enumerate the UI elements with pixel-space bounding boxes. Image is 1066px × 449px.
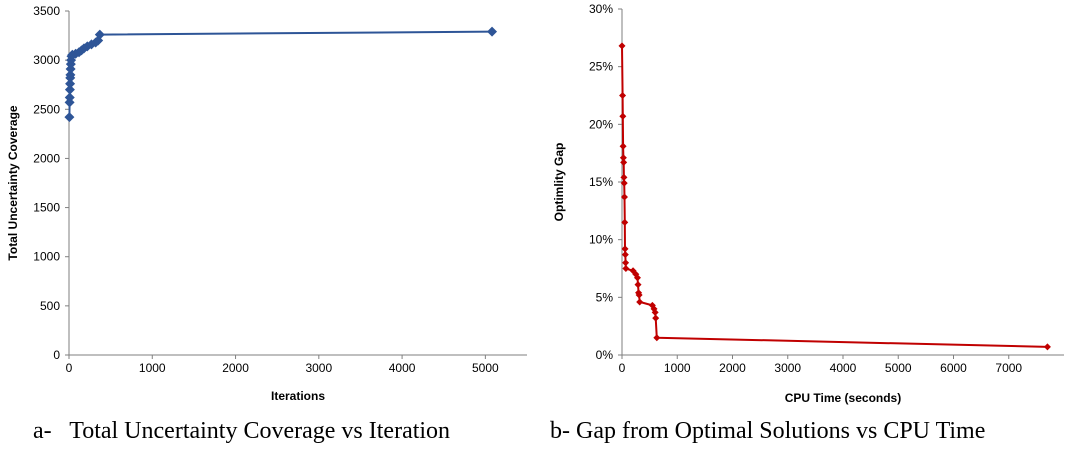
x-tick-label: 5000 xyxy=(472,361,499,375)
y-tick-label: 2500 xyxy=(33,102,60,116)
x-tick-label: 3000 xyxy=(305,361,332,375)
data-point-marker xyxy=(633,274,641,282)
chart-a: 0 500 1000 1500 2000 2500 3000 3500 0 1000 2000 300… xyxy=(6,4,527,403)
x-axis-title: CPU Time (seconds) xyxy=(785,391,901,405)
y-tick-label: 500 xyxy=(40,299,60,313)
y-tick-label: 0% xyxy=(596,348,614,362)
data-point-marker xyxy=(620,193,628,201)
y-axis-title: Optimlity Gap xyxy=(552,143,566,222)
data-point-marker xyxy=(621,245,629,253)
data-point-marker xyxy=(653,334,661,342)
x-axis-title: Iterations xyxy=(271,389,325,403)
y-tick-label: 30% xyxy=(589,2,613,16)
y-tick-label: 1500 xyxy=(33,201,60,215)
data-point-marker xyxy=(652,314,660,322)
y-tick-label: 0 xyxy=(53,348,60,362)
data-point-marker xyxy=(619,154,627,162)
data-point-marker xyxy=(651,308,659,316)
x-tick-label: 6000 xyxy=(940,361,967,375)
x-tick-label: 3000 xyxy=(774,361,801,375)
data-point-marker xyxy=(94,29,105,40)
y-tick-label: 3500 xyxy=(33,4,60,18)
data-point-marker xyxy=(619,142,627,150)
x-tick-label: 5000 xyxy=(885,361,912,375)
data-point-marker xyxy=(621,251,629,259)
y-tick-label: 2000 xyxy=(33,151,60,165)
y-tick-label: 15% xyxy=(589,175,613,189)
data-point-marker xyxy=(620,179,628,187)
series-line xyxy=(621,45,1048,348)
y-tick-label: 5% xyxy=(596,290,614,304)
data-point-marker xyxy=(634,281,642,289)
x-tick-label: 0 xyxy=(66,361,73,375)
series-line xyxy=(68,30,493,118)
data-point-marker xyxy=(621,218,629,226)
data-point-marker xyxy=(620,158,628,166)
x-tick-label: 1000 xyxy=(664,361,691,375)
x-tick-label: 4000 xyxy=(830,361,857,375)
y-tick-label: 3000 xyxy=(33,53,60,67)
x-tick-label: 1000 xyxy=(139,361,166,375)
y-tick-label: 25% xyxy=(589,60,613,74)
data-point-marker xyxy=(635,291,643,299)
data-point-marker xyxy=(65,69,76,80)
caption-b: b- Gap from Optimal Solutions vs CPU Tim… xyxy=(550,418,986,444)
y-axis-title: Total Uncertainty Coverage xyxy=(6,105,20,260)
data-point-marker xyxy=(619,92,627,99)
data-point-marker xyxy=(620,173,628,181)
x-tick-label: 2000 xyxy=(222,361,249,375)
data-point-marker xyxy=(64,84,75,95)
x-tick-label: 0 xyxy=(619,361,626,375)
y-tick-label: 1000 xyxy=(33,250,60,264)
y-tick-label: 10% xyxy=(589,233,613,247)
data-point-marker xyxy=(65,78,76,89)
x-tick-label: 4000 xyxy=(389,361,416,375)
data-point-marker xyxy=(64,92,75,103)
data-point-marker xyxy=(1043,343,1051,351)
caption-a: a- Total Uncertainty Coverage vs Iterati… xyxy=(33,418,451,444)
data-point-marker xyxy=(619,112,627,120)
x-tick-label: 2000 xyxy=(719,361,746,375)
data-point-marker xyxy=(622,265,630,272)
y-tick-label: 20% xyxy=(589,117,613,131)
data-point-marker xyxy=(64,112,75,123)
data-point-marker xyxy=(622,259,630,267)
data-point-marker xyxy=(487,26,498,37)
x-tick-label: 7000 xyxy=(995,361,1022,375)
data-point-marker xyxy=(636,298,644,306)
chart-b: 0% 5% 10% 15% 20% 25% 30% 0 1000 2000 3000 4000 5000… xyxy=(552,2,1064,405)
data-point-marker xyxy=(618,42,626,50)
